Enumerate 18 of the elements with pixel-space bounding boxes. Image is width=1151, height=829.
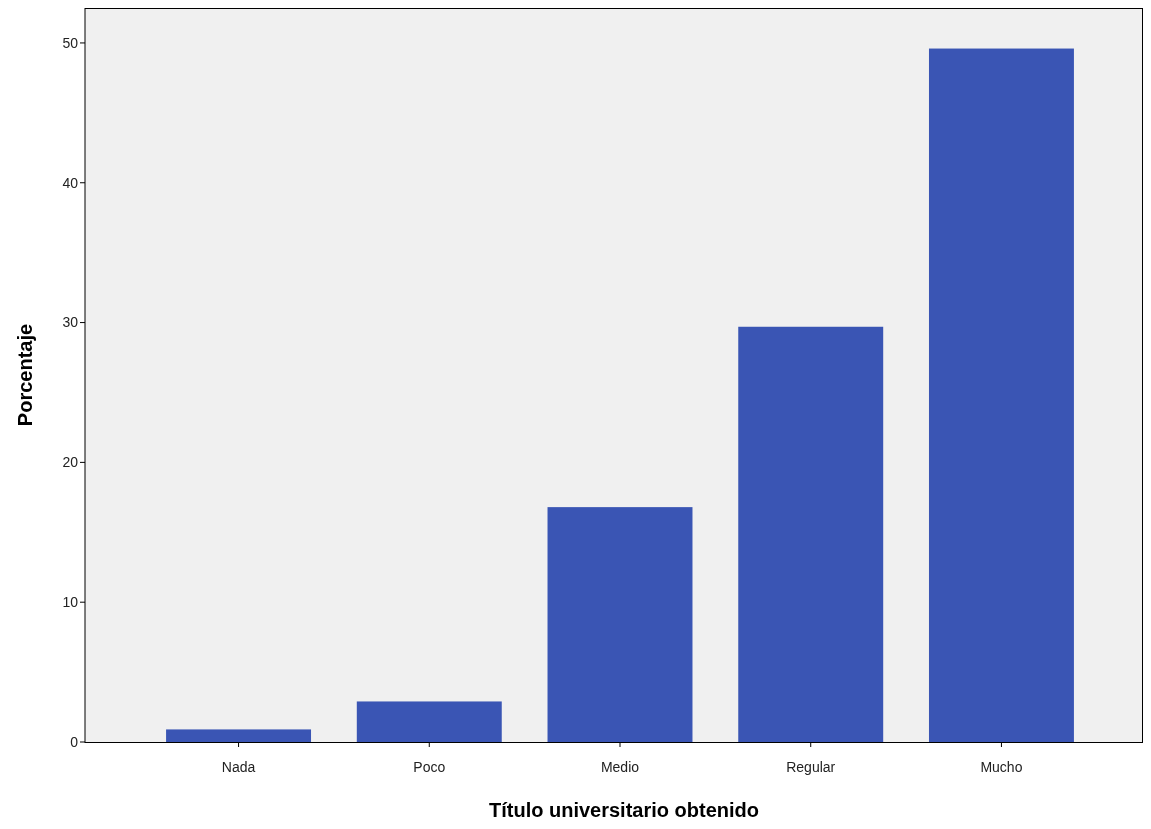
y-tick-label: 30 xyxy=(62,314,79,331)
bar xyxy=(356,701,502,742)
y-tick-label: 40 xyxy=(62,174,79,191)
bar xyxy=(547,507,693,742)
x-axis-title: Título universitario obtenido xyxy=(489,799,759,821)
y-tick-label: 50 xyxy=(62,34,79,51)
x-tick-label: Regular xyxy=(786,759,836,775)
y-tick-label: 0 xyxy=(70,733,79,750)
y-axis-title: Porcentaje xyxy=(14,323,36,427)
bar xyxy=(928,48,1074,742)
x-tick-label: Nada xyxy=(221,759,256,775)
x-tick-label: Medio xyxy=(600,759,640,775)
x-tick-label: Mucho xyxy=(980,759,1023,775)
bar xyxy=(738,326,884,742)
x-tick-label: Poco xyxy=(413,759,446,775)
y-tick-label: 10 xyxy=(62,594,79,611)
y-tick-label: 20 xyxy=(62,454,79,471)
bar xyxy=(166,729,312,742)
